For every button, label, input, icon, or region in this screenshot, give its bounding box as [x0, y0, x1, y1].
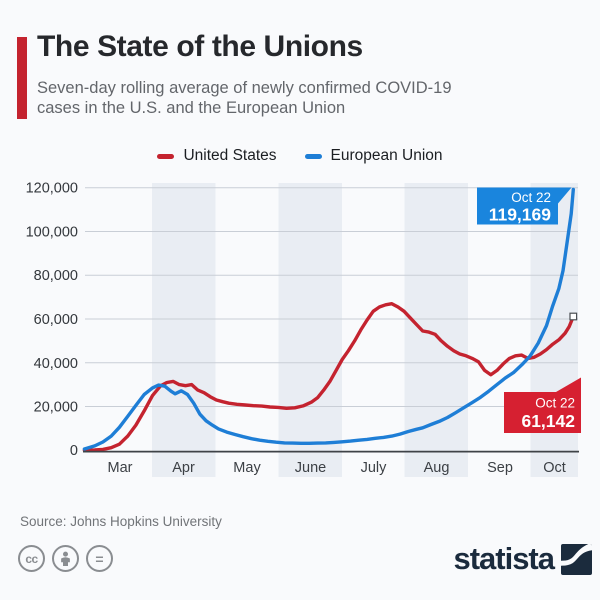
license-badges: cc =	[18, 545, 113, 572]
us-line	[82, 302, 575, 452]
us-annotation-date: Oct 22	[535, 396, 575, 411]
source-note: Source: Johns Hopkins University	[20, 514, 222, 529]
legend-item-united-states: United States	[157, 147, 277, 165]
chart-legend: United States European Union	[0, 147, 600, 165]
eu-annotation-value: 119,169	[489, 205, 552, 225]
subtitle-line-1: Seven-day rolling average of newly confi…	[37, 79, 452, 97]
month-band-apr	[152, 183, 216, 477]
x-label-june: June	[295, 460, 326, 476]
x-label-aug: Aug	[424, 460, 450, 476]
month-band-aug	[404, 183, 468, 477]
x-label-mar: Mar	[108, 460, 133, 476]
us-annotation-value: 61,142	[521, 411, 575, 431]
eu-annotation: Oct 22 119,169	[477, 187, 572, 225]
y-tick-60000: 60,000	[34, 312, 78, 328]
y-tick-100000: 100,000	[26, 225, 78, 241]
y-tick-120000: 120,000	[26, 181, 78, 197]
page-title: The State of the Unions	[37, 30, 363, 63]
eu-annotation-date: Oct 22	[511, 190, 551, 205]
us-annotation: Oct 22 61,142	[504, 377, 581, 433]
y-tick-20000: 20,000	[34, 400, 78, 416]
y-tick-80000: 80,000	[34, 268, 78, 284]
legend-item-european-union: European Union	[304, 147, 443, 165]
eu-legend-swatch	[304, 153, 322, 159]
cc-by-person-icon[interactable]	[52, 545, 79, 572]
y-tick-0: 0	[70, 443, 78, 459]
x-axis: Mar Apr May June July Aug Sep Oct	[108, 460, 566, 476]
x-label-sep: Sep	[487, 460, 513, 476]
eu-line	[82, 187, 575, 451]
y-axis: 0 20,000 40,000 60,000 80,000 100,000 12…	[26, 181, 78, 459]
statista-wordmark: statista	[453, 541, 555, 576]
subtitle-line-2: cases in the U.S. and the European Union	[37, 98, 346, 117]
y-tick-40000: 40,000	[34, 356, 78, 372]
month-band-june	[278, 183, 342, 477]
x-label-oct: Oct	[543, 460, 566, 476]
us-endpoint-marker	[569, 312, 578, 321]
title-accent-bar	[17, 37, 27, 119]
page-subtitle: Seven-day rolling average of newly confi…	[37, 79, 452, 118]
statista-logo[interactable]: statista	[453, 541, 592, 577]
statista-logo-icon	[561, 543, 592, 575]
us-legend-swatch	[157, 153, 175, 159]
cc-nd-equals-icon[interactable]: =	[86, 545, 113, 572]
x-label-apr: Apr	[172, 460, 195, 476]
gridlines	[85, 187, 578, 407]
us-legend-label: United States	[183, 147, 277, 164]
eu-legend-label: European Union	[330, 147, 443, 164]
cc-icon[interactable]: cc	[18, 545, 45, 572]
x-label-july: July	[361, 460, 388, 476]
x-label-may: May	[233, 460, 261, 476]
